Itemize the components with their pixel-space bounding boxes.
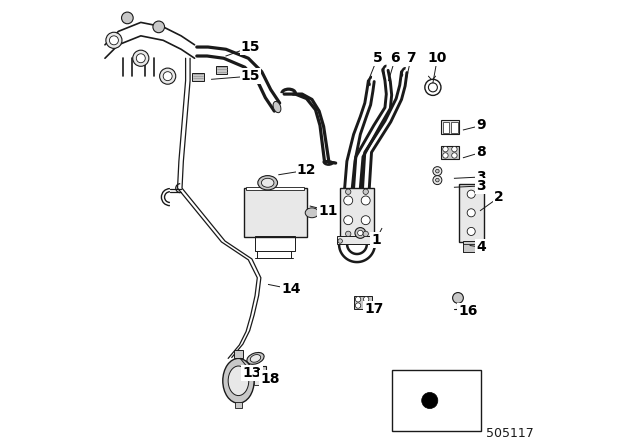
Circle shape bbox=[344, 216, 353, 225]
Text: 15: 15 bbox=[241, 40, 260, 54]
FancyBboxPatch shape bbox=[216, 66, 227, 74]
Text: 11: 11 bbox=[318, 203, 338, 218]
Circle shape bbox=[346, 189, 351, 194]
Text: 505117: 505117 bbox=[486, 427, 534, 440]
Text: 17: 17 bbox=[364, 302, 383, 316]
Circle shape bbox=[422, 392, 438, 409]
Text: 10: 10 bbox=[428, 51, 447, 65]
Ellipse shape bbox=[305, 208, 319, 218]
Circle shape bbox=[109, 36, 118, 45]
Circle shape bbox=[106, 32, 122, 48]
Bar bbox=[463, 244, 474, 252]
Text: 3: 3 bbox=[476, 179, 486, 193]
Text: 9: 9 bbox=[476, 118, 486, 133]
Bar bbox=[235, 402, 242, 408]
Text: 14: 14 bbox=[281, 282, 301, 296]
Circle shape bbox=[467, 190, 476, 198]
Circle shape bbox=[346, 231, 351, 237]
Bar bbox=[443, 122, 449, 133]
Circle shape bbox=[122, 12, 133, 24]
Text: 5: 5 bbox=[372, 51, 382, 65]
Bar bbox=[441, 120, 459, 134]
Bar bbox=[459, 184, 484, 242]
Circle shape bbox=[363, 189, 369, 194]
Circle shape bbox=[363, 231, 369, 237]
Ellipse shape bbox=[247, 353, 264, 364]
Circle shape bbox=[467, 228, 476, 236]
Text: 7: 7 bbox=[406, 51, 416, 65]
Circle shape bbox=[163, 72, 172, 81]
Circle shape bbox=[338, 239, 342, 243]
Text: 2: 2 bbox=[494, 190, 504, 204]
Bar bbox=[340, 188, 374, 237]
Circle shape bbox=[436, 178, 439, 182]
Circle shape bbox=[355, 297, 361, 302]
Text: 13: 13 bbox=[242, 366, 262, 380]
Circle shape bbox=[159, 68, 176, 84]
FancyBboxPatch shape bbox=[192, 73, 204, 81]
Ellipse shape bbox=[273, 101, 281, 113]
Circle shape bbox=[443, 153, 448, 158]
Text: 8: 8 bbox=[476, 145, 486, 159]
Circle shape bbox=[364, 303, 369, 308]
Text: 3: 3 bbox=[476, 170, 486, 184]
Ellipse shape bbox=[250, 354, 260, 362]
Circle shape bbox=[364, 297, 369, 302]
Ellipse shape bbox=[228, 366, 249, 396]
Circle shape bbox=[344, 196, 353, 205]
Bar bbox=[337, 236, 378, 244]
Circle shape bbox=[132, 50, 149, 66]
Bar bbox=[441, 146, 459, 159]
Circle shape bbox=[371, 239, 376, 243]
Circle shape bbox=[136, 54, 145, 63]
Bar bbox=[246, 187, 305, 190]
Circle shape bbox=[467, 209, 476, 217]
Circle shape bbox=[443, 146, 448, 152]
Ellipse shape bbox=[223, 358, 254, 403]
Text: 4: 4 bbox=[476, 240, 486, 254]
Text: 18: 18 bbox=[260, 371, 280, 386]
Circle shape bbox=[361, 216, 370, 225]
Text: 1: 1 bbox=[371, 233, 381, 247]
Circle shape bbox=[253, 368, 260, 375]
Bar bbox=[254, 379, 262, 385]
Circle shape bbox=[355, 303, 361, 308]
Circle shape bbox=[452, 293, 463, 303]
Circle shape bbox=[355, 228, 365, 238]
Circle shape bbox=[433, 167, 442, 176]
Text: 15: 15 bbox=[241, 69, 260, 83]
Circle shape bbox=[452, 153, 457, 158]
Circle shape bbox=[153, 21, 164, 33]
Bar bbox=[353, 296, 371, 309]
Bar bbox=[234, 350, 243, 358]
Bar bbox=[255, 236, 296, 251]
Bar bbox=[392, 370, 481, 431]
Circle shape bbox=[361, 196, 370, 205]
Circle shape bbox=[433, 176, 442, 185]
Text: 16: 16 bbox=[458, 304, 477, 319]
Bar bbox=[451, 122, 458, 133]
Circle shape bbox=[452, 146, 457, 152]
Bar bbox=[463, 241, 479, 252]
Text: 6: 6 bbox=[390, 51, 400, 65]
Circle shape bbox=[358, 230, 363, 236]
Text: 12: 12 bbox=[297, 163, 316, 177]
Bar bbox=[244, 188, 307, 237]
Bar bbox=[248, 366, 266, 376]
Ellipse shape bbox=[261, 178, 274, 187]
Circle shape bbox=[436, 169, 439, 173]
Ellipse shape bbox=[258, 176, 278, 190]
